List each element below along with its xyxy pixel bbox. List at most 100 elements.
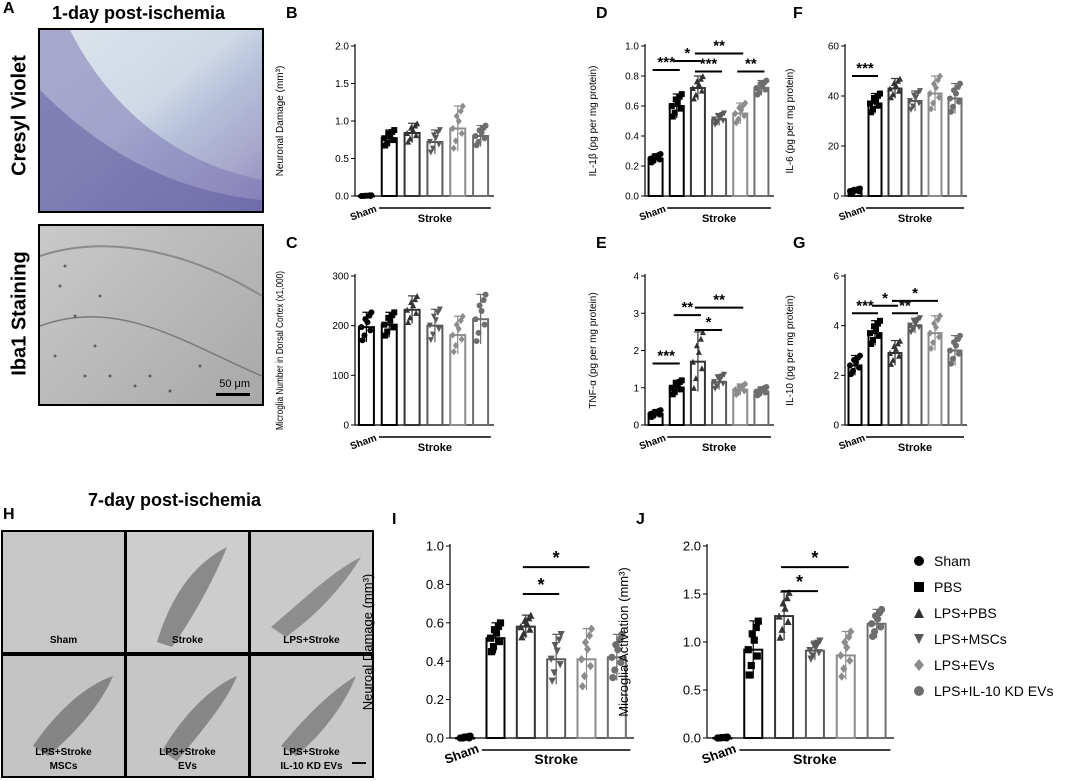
data-point xyxy=(741,112,748,120)
data-point xyxy=(556,661,564,669)
data-point xyxy=(916,100,922,107)
y-tick-label: 1.0 xyxy=(426,539,444,554)
y-tick-label: 0.0 xyxy=(683,731,701,746)
data-point xyxy=(609,674,617,682)
data-point xyxy=(754,91,761,98)
data-point xyxy=(745,671,753,679)
data-point xyxy=(753,652,761,660)
data-point xyxy=(948,108,954,115)
panel-letter: I xyxy=(392,511,396,528)
scale-bar xyxy=(216,393,250,396)
data-point xyxy=(672,380,679,387)
data-point xyxy=(611,666,619,674)
panel-letter: D xyxy=(596,5,608,22)
data-point xyxy=(877,317,883,324)
x-label-stroke: Stroke xyxy=(793,751,837,767)
data-point xyxy=(897,337,903,344)
x-label-stroke: Stroke xyxy=(702,213,736,225)
data-point xyxy=(689,358,696,365)
data-point xyxy=(956,98,962,105)
data-point xyxy=(887,349,893,356)
data-point xyxy=(656,156,663,163)
data-point xyxy=(618,630,626,639)
significance-label: ** xyxy=(713,38,725,55)
data-point xyxy=(669,113,676,120)
data-point xyxy=(928,105,934,113)
data-point xyxy=(896,352,902,359)
legend-label: LPS+IL-10 KD EVs xyxy=(934,683,1054,699)
y-axis-label: IL-6 (pg per mg protein) xyxy=(785,68,796,173)
chart-panel-c: C 0 100 200 300 Microglia Number in Dorsal Co… xyxy=(275,235,494,454)
data-point xyxy=(957,80,963,87)
data-point xyxy=(460,733,468,741)
data-point xyxy=(358,324,365,331)
data-point xyxy=(473,338,480,345)
legend-label: PBS xyxy=(934,579,963,595)
data-point xyxy=(732,109,739,118)
data-point xyxy=(717,733,726,742)
data-point xyxy=(414,120,421,127)
data-point xyxy=(656,411,663,418)
data-point xyxy=(450,144,457,152)
data-point xyxy=(748,630,756,638)
significance-label: ** xyxy=(681,299,693,316)
chart-panel-f: F 0 20 40 60 IL-6 (pg per mg protein) *** Sham S… xyxy=(785,5,967,225)
tile-label: LPS+Stroke xyxy=(283,635,340,646)
data-point xyxy=(413,132,420,139)
cresyl-violet-micrograph xyxy=(38,28,264,213)
y-tick-label: 0.8 xyxy=(625,72,639,83)
y-axis-label: Neuroal Damage (mm³) xyxy=(360,574,375,711)
data-point xyxy=(950,103,956,110)
y-tick-label: 200 xyxy=(332,321,349,332)
legend-item: LPS+PBS xyxy=(912,600,1078,626)
data-point xyxy=(587,624,596,634)
significance-label: * xyxy=(537,575,544,595)
data-point xyxy=(362,315,369,322)
data-point xyxy=(867,330,873,337)
data-point xyxy=(757,386,764,393)
data-point xyxy=(482,122,489,129)
significance-label: ** xyxy=(899,297,911,314)
data-point xyxy=(580,671,589,681)
data-point xyxy=(404,306,411,313)
data-point xyxy=(408,299,415,306)
significance-label: * xyxy=(811,548,818,568)
data-point xyxy=(521,616,529,624)
data-point xyxy=(669,391,676,398)
data-point xyxy=(747,661,755,670)
data-point xyxy=(459,312,466,321)
y-tick-label: 1 xyxy=(633,383,639,394)
data-point xyxy=(732,386,739,394)
data-point xyxy=(947,347,953,354)
data-point xyxy=(733,119,740,127)
bar xyxy=(804,649,825,740)
data-point xyxy=(948,360,954,367)
data-point xyxy=(430,132,437,139)
bar xyxy=(867,102,883,197)
data-point xyxy=(583,644,592,654)
data-point xyxy=(890,356,896,363)
data-point xyxy=(453,321,460,329)
data-point xyxy=(390,137,397,144)
data-point xyxy=(693,78,700,85)
significance-label: ** xyxy=(713,292,725,309)
data-point xyxy=(382,332,389,339)
data-point xyxy=(489,643,498,651)
x-label-sham: Sham xyxy=(837,433,866,453)
data-point xyxy=(651,408,658,415)
legend-label: LPS+PBS xyxy=(934,605,997,621)
data-point xyxy=(405,138,412,145)
y-tick-label: 0.4 xyxy=(625,132,639,143)
tile-label-2: EVs xyxy=(178,761,197,772)
y-tick-label: 6 xyxy=(833,272,839,283)
chart-panel-i: I 0.0 0.2 0.4 0.6 0.8 1.0 Neuroal Damage (mm³) *… xyxy=(360,511,634,767)
y-tick-label: 1.0 xyxy=(683,635,701,650)
data-point xyxy=(757,80,764,87)
data-point xyxy=(668,103,675,109)
data-point xyxy=(648,414,655,421)
significance-label: *** xyxy=(657,348,675,365)
y-tick-label: 0.8 xyxy=(426,577,444,592)
bar xyxy=(689,87,706,197)
